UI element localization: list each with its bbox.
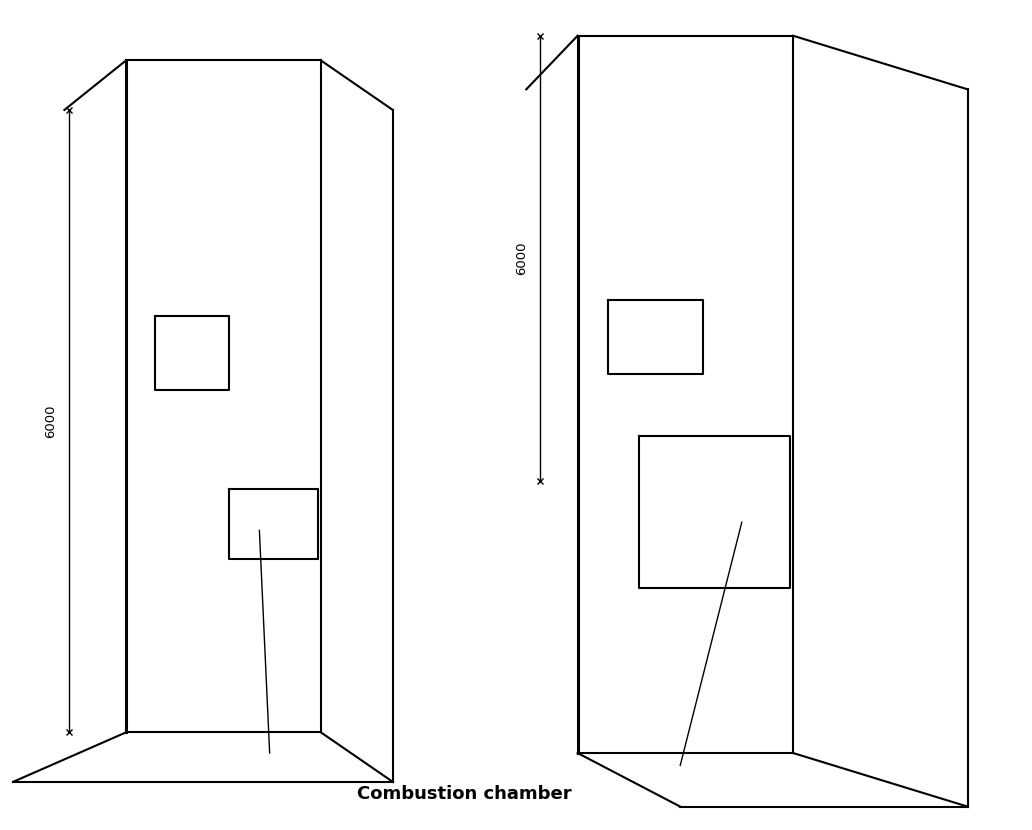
Text: 6000: 6000 [44,404,58,438]
Text: 6000: 6000 [515,242,527,275]
Text: Combustion chamber: Combustion chamber [357,785,572,803]
